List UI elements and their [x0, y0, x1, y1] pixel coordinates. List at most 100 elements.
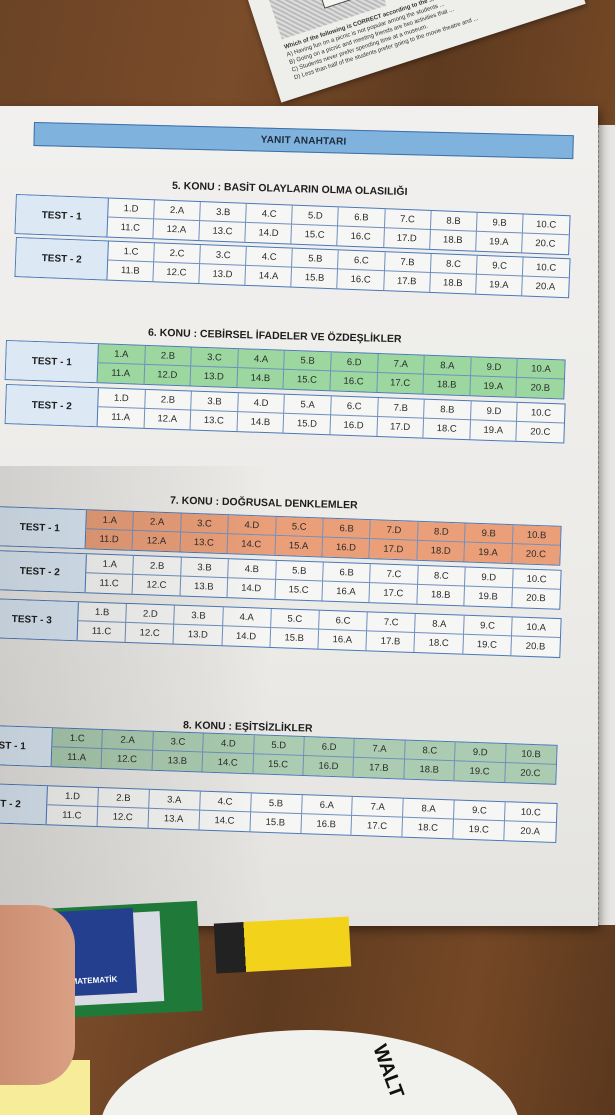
- answer-cell: 13.D: [199, 264, 247, 285]
- answer-cell: 17.C: [377, 372, 425, 394]
- answer-cell: 6.C: [331, 396, 379, 417]
- test-label: TEST - 1: [0, 725, 53, 767]
- answer-cell: 18.B: [423, 374, 471, 396]
- answer-cell: 20.B: [525, 592, 546, 605]
- answer-cell: 13.B: [152, 750, 204, 772]
- answer-cell: 4.D: [228, 515, 277, 536]
- answer-cell: 15.A: [275, 535, 324, 557]
- answer-cell: 4.D: [203, 733, 255, 755]
- answer-cell: 1.C: [52, 728, 104, 749]
- answer-cell: 19.A: [475, 231, 523, 253]
- answer-cell: 3.B: [180, 557, 230, 579]
- answer-cell: 8.B: [430, 210, 478, 232]
- section-title: 5. KONU : BASİT OLAYLARIN OLMA OLASILIĞI: [171, 179, 408, 199]
- answer-cell: 7.A: [354, 738, 406, 760]
- answer-cell: 18.B: [417, 584, 466, 606]
- answer-cell: 13.D: [190, 366, 238, 388]
- answer-cell: 10.C: [522, 257, 570, 279]
- answer-cell: 12.C: [153, 262, 201, 284]
- answer-cell: 2.A: [154, 200, 202, 222]
- answer-cell: 8.A: [403, 798, 455, 820]
- answer-cell: 6.B: [323, 562, 372, 584]
- answer-cell: 11.A: [97, 363, 145, 384]
- answer-cell: 8.C: [417, 565, 466, 587]
- answer-cell: 3.C: [200, 245, 248, 266]
- answer-cell: 4.C: [246, 246, 294, 268]
- test-label: TEST - 1: [15, 195, 109, 237]
- answer-cell: 16.D: [330, 415, 378, 436]
- answer-cell: 20.C: [504, 763, 556, 784]
- answer-cell: 16.A: [318, 629, 368, 651]
- answer-cell: 17.B: [353, 757, 405, 779]
- answer-cell: 14.B: [237, 412, 285, 433]
- answer-cell: 5.A: [284, 394, 332, 416]
- answer-cell: 4.B: [228, 559, 277, 580]
- answer-cell: 14.D: [245, 222, 293, 244]
- next-page-edge: [598, 125, 615, 925]
- answer-cell: 20.B: [516, 377, 564, 399]
- answer-cell: 3.C: [180, 513, 230, 535]
- answer-cell: 19.B: [464, 586, 513, 608]
- answer-cell: 4.D: [237, 393, 286, 414]
- answer-cell: 13.C: [190, 410, 238, 432]
- answer-cell: 9.D: [470, 357, 519, 378]
- answer-table: TEST - 2 1.D 2.B 3.A 4.C 5.B 6.A 7.A 8.A 9.C 10.C 1…: [0, 782, 558, 844]
- answer-cell: 11.C: [85, 573, 134, 594]
- answer-cell: 15.C: [275, 579, 324, 601]
- answer-cell: 7.C: [370, 564, 419, 585]
- answer-cell: 7.A: [352, 796, 404, 818]
- answer-cell: 7.C: [384, 209, 432, 230]
- answer-cell: 16.C: [330, 371, 378, 392]
- answer-cell: 5.D: [253, 735, 305, 757]
- answer-cell: 15.C: [283, 369, 332, 391]
- section-title: 6. KONU : CEBİRSEL İFADELER VE ÖZDEŞLİKL…: [147, 326, 402, 346]
- answer-cell: 10.A: [517, 358, 565, 380]
- answer-cell: 17.D: [383, 228, 431, 249]
- answer-cell: 9.B: [476, 212, 524, 234]
- section-title: 7. KONU : DOĞRUSAL DENKLEMLER: [169, 494, 358, 512]
- answer-cell: 20.A: [520, 825, 541, 838]
- hand: [0, 905, 75, 1085]
- answer-cell: 18.B: [429, 229, 477, 251]
- answer-cell: 12.A: [144, 408, 192, 430]
- answer-cell: 10.B: [512, 525, 561, 546]
- answer-cell: 10.C: [505, 802, 557, 823]
- answer-cell: 9.D: [470, 401, 519, 422]
- test-label: TEST - 1: [0, 507, 87, 549]
- answer-cell: 17.B: [383, 271, 431, 292]
- answer-cell: 14.B: [237, 368, 285, 389]
- answer-cell: 19.A: [470, 376, 518, 397]
- answer-cell: 9.D: [455, 742, 507, 764]
- answer-cell: 14.C: [227, 534, 276, 555]
- answer-cell: 4.C: [199, 791, 252, 813]
- answer-cell: 19.A: [475, 274, 523, 296]
- answer-cell: 5.B: [292, 248, 340, 270]
- answer-cell: 15.D: [283, 413, 332, 435]
- answer-cell: 11.C: [77, 621, 127, 642]
- answer-cell: 1.A: [98, 344, 146, 365]
- answer-table: TEST - 3 1.B 2.D 3.B 4.A 5.C 6.C 7.C 8.A 9.C 10.A 1…: [0, 598, 562, 659]
- answer-cell: 5.B: [284, 350, 332, 372]
- answer-cell: 2.D: [126, 603, 176, 625]
- answer-cell: 7.B: [384, 252, 432, 273]
- answer-cell: 3.C: [191, 347, 239, 369]
- answer-cell: 19.C: [454, 761, 506, 783]
- answer-cell: 6.A: [301, 795, 354, 816]
- answer-cell: 13.C: [180, 532, 229, 554]
- answer-cell: 17.D: [377, 416, 425, 438]
- answer-cell: 15.B: [291, 267, 339, 289]
- answer-cell: 9.D: [465, 567, 514, 589]
- answer-cell: 12.A: [153, 219, 201, 241]
- test-label: TEST - 3: [0, 599, 79, 641]
- answer-cell: 12.C: [132, 574, 181, 596]
- page-title-banner: YANIT ANAHTARI: [33, 122, 574, 160]
- answer-cell: 5.B: [275, 560, 324, 582]
- test-label: TEST - 2: [0, 551, 87, 593]
- answer-cell: 16.D: [322, 537, 371, 559]
- answer-cell: 18.C: [414, 633, 464, 654]
- answer-cell: 9.B: [465, 523, 514, 545]
- test-label: TEST - 2: [15, 238, 109, 280]
- answer-cell: 4.A: [222, 607, 272, 628]
- answer-cell: 11.A: [51, 747, 103, 768]
- answer-cell: 6.B: [338, 207, 386, 229]
